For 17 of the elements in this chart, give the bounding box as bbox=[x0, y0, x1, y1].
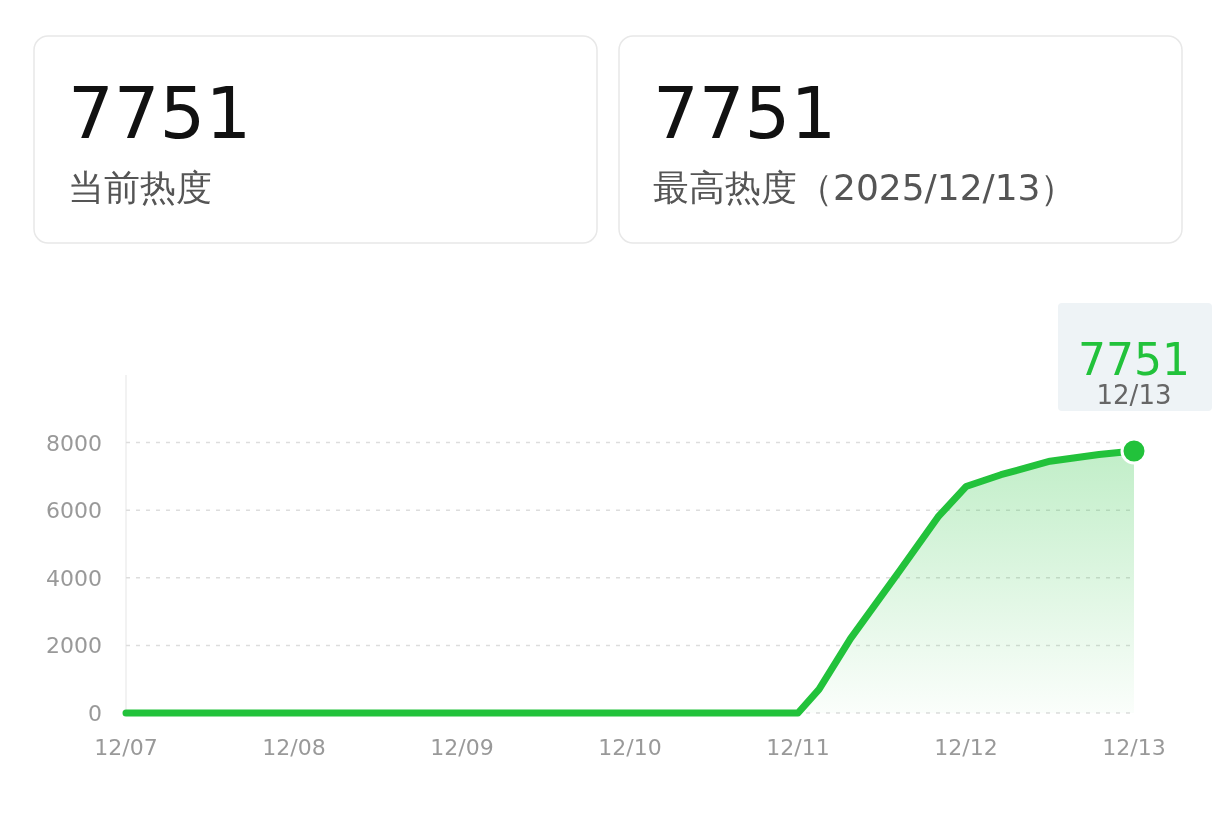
y-tick-label: 4000 bbox=[46, 565, 102, 591]
x-tick-label: 12/12 bbox=[934, 735, 998, 760]
y-tick-label: 8000 bbox=[46, 430, 102, 456]
x-tick-label: 12/11 bbox=[766, 735, 830, 760]
annotation: 12/13 bbox=[1096, 380, 1172, 411]
text: 7751 bbox=[653, 71, 837, 155]
y-tick-label: 2000 bbox=[46, 633, 102, 659]
text: 最高热度（2025/12/13） bbox=[653, 167, 1077, 208]
x-tick-label: 12/13 bbox=[1102, 735, 1166, 760]
x-tick-label: 12/07 bbox=[94, 735, 158, 760]
y-tick-label: 6000 bbox=[46, 498, 102, 524]
text: 当前热度 bbox=[68, 167, 212, 208]
x-tick-label: 12/09 bbox=[430, 735, 494, 760]
x-tick-label: 12/08 bbox=[262, 735, 326, 760]
x-tick-label: 12/10 bbox=[598, 735, 662, 760]
text: 7751 bbox=[68, 71, 252, 155]
y-tick-label: 0 bbox=[88, 701, 102, 726]
